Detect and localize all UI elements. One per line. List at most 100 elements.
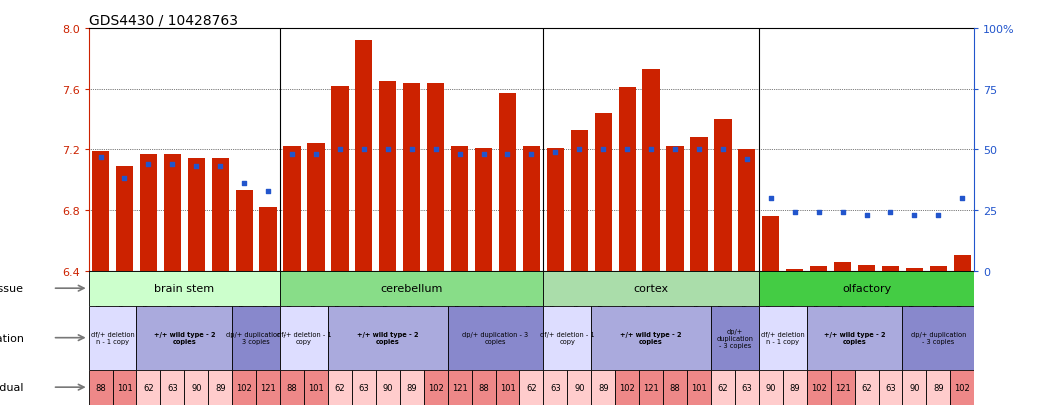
Text: 89: 89 — [933, 383, 944, 392]
Point — [595, 147, 612, 153]
Bar — [711, 370, 735, 405]
Bar — [953, 256, 971, 271]
Bar — [591, 370, 615, 405]
Text: 102: 102 — [237, 383, 252, 392]
Bar — [543, 370, 567, 405]
Bar — [543, 306, 591, 370]
Bar — [567, 370, 591, 405]
Text: 90: 90 — [910, 383, 920, 392]
Text: 121: 121 — [643, 383, 659, 392]
Bar — [116, 166, 133, 271]
Text: 101: 101 — [117, 383, 132, 392]
Text: dp/+
duplication
- 3 copies: dp/+ duplication - 3 copies — [717, 328, 753, 348]
Point — [954, 195, 971, 202]
Bar — [807, 370, 830, 405]
Text: brain stem: brain stem — [154, 283, 215, 294]
Text: 90: 90 — [574, 383, 585, 392]
Point — [667, 147, 684, 153]
Point — [763, 195, 779, 202]
Bar — [232, 370, 256, 405]
Point — [307, 152, 324, 158]
Text: 89: 89 — [215, 383, 225, 392]
Bar — [735, 370, 759, 405]
Bar — [905, 268, 923, 271]
Bar — [711, 306, 759, 370]
Text: 62: 62 — [718, 383, 728, 392]
Bar — [328, 306, 448, 370]
Text: 89: 89 — [790, 383, 800, 392]
Bar — [595, 114, 612, 271]
Text: 102: 102 — [619, 383, 635, 392]
Text: dp/+ duplication - 3
copies: dp/+ duplication - 3 copies — [463, 331, 528, 344]
Point — [164, 161, 180, 168]
Bar — [807, 306, 902, 370]
Text: 88: 88 — [670, 383, 680, 392]
Text: +/+ wild type - 2
copies: +/+ wild type - 2 copies — [153, 331, 215, 344]
Text: 90: 90 — [191, 383, 201, 392]
Text: olfactory: olfactory — [842, 283, 891, 294]
Bar — [547, 148, 564, 271]
Bar — [113, 370, 137, 405]
Bar — [304, 370, 328, 405]
Text: 89: 89 — [598, 383, 609, 392]
Point — [931, 212, 947, 218]
Point — [355, 147, 372, 153]
Bar — [619, 88, 636, 271]
Point — [835, 209, 851, 216]
Bar — [280, 370, 304, 405]
Text: df/+ deletion
n - 1 copy: df/+ deletion n - 1 copy — [91, 331, 134, 344]
Text: 63: 63 — [358, 383, 369, 392]
Bar — [256, 370, 280, 405]
Text: 88: 88 — [478, 383, 489, 392]
Bar — [451, 147, 468, 271]
Point — [188, 164, 204, 170]
Bar — [858, 265, 875, 271]
Text: 101: 101 — [308, 383, 324, 392]
Text: +/+ wild type - 2
copies: +/+ wild type - 2 copies — [824, 331, 886, 344]
Bar — [188, 159, 205, 271]
Point — [403, 147, 420, 153]
Point — [643, 147, 660, 153]
Bar — [810, 266, 827, 271]
Point — [212, 164, 228, 170]
Bar — [403, 83, 420, 271]
Bar — [232, 306, 280, 370]
Bar — [591, 306, 711, 370]
Bar — [160, 370, 184, 405]
Text: 101: 101 — [691, 383, 706, 392]
Bar — [137, 306, 232, 370]
Bar — [427, 83, 444, 271]
Point — [523, 152, 540, 158]
Text: df/+ deletion - 1
copy: df/+ deletion - 1 copy — [277, 331, 331, 344]
Point — [379, 147, 396, 153]
Bar — [543, 271, 759, 306]
Bar — [496, 370, 520, 405]
Point — [451, 152, 468, 158]
Bar — [615, 370, 639, 405]
Text: +/+ wild type - 2
copies: +/+ wild type - 2 copies — [620, 331, 681, 344]
Text: 62: 62 — [862, 383, 872, 392]
Point — [739, 156, 755, 163]
Text: 88: 88 — [287, 383, 297, 392]
Bar — [759, 306, 807, 370]
Text: 88: 88 — [95, 383, 106, 392]
Text: cerebellum: cerebellum — [380, 283, 443, 294]
Text: 62: 62 — [143, 383, 154, 392]
Text: 102: 102 — [428, 383, 444, 392]
Bar — [475, 148, 492, 271]
Point — [283, 152, 300, 158]
Point — [235, 180, 252, 187]
Text: 101: 101 — [499, 383, 516, 392]
Point — [92, 154, 108, 161]
Bar — [691, 138, 708, 271]
Point — [715, 147, 731, 153]
Point — [859, 212, 875, 218]
Bar — [92, 152, 109, 271]
Bar — [283, 147, 301, 271]
Point — [811, 209, 827, 216]
Bar — [400, 370, 424, 405]
Bar — [137, 370, 160, 405]
Bar — [643, 70, 660, 271]
Bar — [854, 370, 878, 405]
Text: 121: 121 — [835, 383, 850, 392]
